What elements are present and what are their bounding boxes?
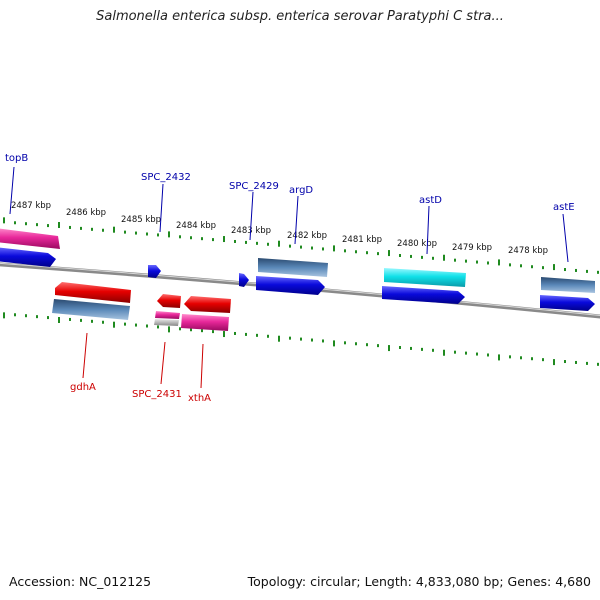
gene-feature[interactable]: [239, 273, 249, 287]
gene-feature[interactable]: [181, 314, 229, 331]
scale-ticks-outer: [3, 217, 599, 274]
gene-feature[interactable]: [0, 228, 60, 249]
gene-label[interactable]: xthA: [188, 393, 211, 404]
scale-label: 2485 kbp: [121, 215, 161, 225]
gene-feature[interactable]: [382, 286, 465, 304]
scale-label: 2484 kbp: [176, 221, 216, 231]
gene-feature[interactable]: [55, 282, 131, 303]
scale-label: 2482 kbp: [287, 231, 327, 241]
gene-label[interactable]: astE: [553, 202, 575, 213]
gene-feature[interactable]: [384, 268, 466, 287]
gene-feature[interactable]: [0, 247, 56, 267]
gene-label[interactable]: SPC_2431: [132, 389, 182, 400]
gene-feature[interactable]: [541, 277, 595, 293]
gene-label[interactable]: topB: [5, 153, 28, 164]
scale-label: 2479 kbp: [452, 243, 492, 253]
gene-label[interactable]: argD: [289, 185, 313, 196]
gene-feature[interactable]: [184, 296, 231, 313]
scale-label: 2478 kbp: [508, 246, 548, 256]
gene-label[interactable]: SPC_2429: [229, 181, 279, 192]
gene-feature[interactable]: [52, 299, 130, 320]
genome-stats-text: Topology: circular; Length: 4,833,080 bp…: [247, 574, 591, 589]
gene-labels: topB SPC_2432 SPC_2429 argD astD astE gd…: [5, 153, 575, 404]
gene-feature[interactable]: [157, 294, 181, 308]
scale-label: 2486 kbp: [66, 208, 106, 218]
gene-feature[interactable]: [155, 311, 180, 319]
gene-label[interactable]: gdhA: [70, 382, 96, 393]
scale-label: 2487 kbp: [11, 201, 51, 211]
gene-feature[interactable]: [540, 295, 595, 311]
gene-feature[interactable]: [258, 258, 328, 277]
features-outer: [0, 228, 595, 311]
label-leaders: [9, 166, 569, 389]
gene-feature[interactable]: [148, 265, 161, 278]
gene-label[interactable]: astD: [419, 195, 442, 206]
accession-text: Accession: NC_012125: [9, 574, 152, 589]
scale-ticks-inner: [3, 312, 599, 366]
genome-title: Salmonella enterica subsp. enterica sero…: [96, 9, 504, 24]
scale-label: 2481 kbp: [342, 235, 382, 245]
gene-feature[interactable]: [256, 276, 325, 295]
gene-label[interactable]: SPC_2432: [141, 172, 191, 183]
gene-feature[interactable]: [154, 319, 179, 326]
features-inner: [52, 282, 231, 331]
scale-label: 2480 kbp: [397, 239, 437, 249]
